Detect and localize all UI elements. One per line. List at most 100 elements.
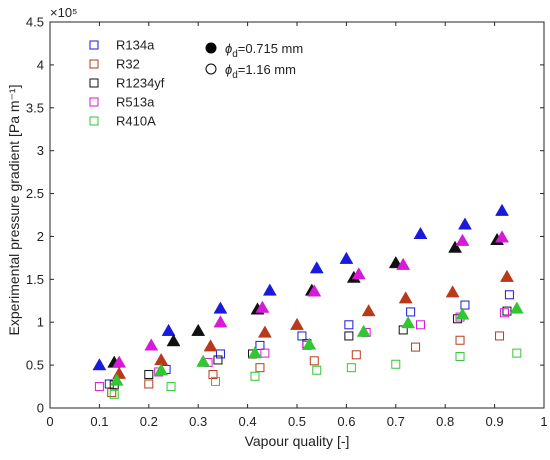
open-square-point xyxy=(391,359,401,369)
filled-triangle-point xyxy=(262,283,277,296)
open-square-point xyxy=(502,306,512,316)
filled-triangle-point xyxy=(290,317,304,330)
filled-triangle-point xyxy=(401,316,416,329)
filled-triangle-point xyxy=(396,257,411,270)
open-square-point xyxy=(411,342,421,352)
phi-symbol: ϕ xyxy=(225,41,232,56)
x-tick-label: 0.4 xyxy=(239,414,257,429)
open-square-point xyxy=(346,363,356,373)
x-tick-label: 0.7 xyxy=(387,414,405,429)
series-r32 xyxy=(107,269,514,398)
filled-triangle-point xyxy=(196,354,211,367)
marker-legend-label: ϕd=0.715 mm xyxy=(225,41,303,60)
filled-triangle-point xyxy=(351,267,366,280)
y-tick-label: 0.5 xyxy=(26,358,44,373)
open-square-point xyxy=(94,382,104,392)
x-axis: 0 0.1 0.2 0.3 0.4 0.5 0.6 0.7 0.8 0.9 1 xyxy=(46,22,548,429)
filled-triangle-point xyxy=(339,251,354,264)
y-axis-title: Experimental pressure gradient [Pa m⁻¹] xyxy=(6,85,22,336)
filled-triangle-point xyxy=(500,269,514,282)
series-r513a xyxy=(94,230,509,392)
filled-triangle-point xyxy=(302,337,317,350)
open-square-point xyxy=(213,355,223,365)
open-square-point xyxy=(512,348,522,358)
filled-triangle-point xyxy=(109,373,124,386)
legend-marker-r513a xyxy=(89,97,99,107)
y-axis: 0 0.5 1 1.5 2 2.5 3 3.5 4 4.5 xyxy=(26,15,544,416)
open-square-point xyxy=(250,371,260,381)
open-square-point xyxy=(144,379,154,389)
y-tick-label: 4.5 xyxy=(26,15,44,30)
open-square-point xyxy=(312,365,322,375)
y-tick-label: 0 xyxy=(37,401,44,416)
filled-triangle-point xyxy=(248,346,262,359)
y-tick-label: 1 xyxy=(37,315,44,330)
x-tick-label: 0.6 xyxy=(337,414,355,429)
open-square-point xyxy=(504,290,514,300)
filled-triangle-point xyxy=(361,304,376,317)
phi-symbol: ϕ xyxy=(225,62,232,77)
series-legend: R134a R32 R1234yf R513a R410A xyxy=(89,38,165,129)
filled-triangle-point xyxy=(495,203,509,216)
open-square-point xyxy=(255,363,265,373)
marker-legend: ϕd=0.715 mm ϕd=1.16 mm xyxy=(205,41,303,81)
filled-triangle-point xyxy=(356,324,371,337)
filled-triangle-point xyxy=(203,339,218,352)
series-r410a xyxy=(109,301,524,399)
legend-marker-r1234yf xyxy=(89,78,99,88)
x-tick-label: 0.1 xyxy=(90,414,108,429)
x-tick-label: 0.9 xyxy=(486,414,504,429)
open-square-point xyxy=(495,331,505,341)
filled-triangle-point xyxy=(495,230,509,243)
filled-triangle-point xyxy=(161,323,176,336)
open-square-point xyxy=(344,331,354,341)
open-square-point xyxy=(416,320,425,330)
filled-triangle-point xyxy=(257,325,272,338)
x-tick-label: 0.8 xyxy=(436,414,454,429)
open-square-point xyxy=(344,320,354,330)
open-square-point xyxy=(309,356,319,366)
x-tick-label: 0 xyxy=(46,414,53,429)
legend-label-r1234yf: R1234yf xyxy=(116,76,165,91)
open-square-point xyxy=(210,376,220,386)
y-axis-multiplier: ×10⁵ xyxy=(50,5,77,20)
open-square-point xyxy=(455,335,465,345)
open-square-point xyxy=(406,307,416,317)
open-square-point xyxy=(455,352,465,362)
y-tick-label: 4 xyxy=(37,57,44,72)
open-circle-key xyxy=(205,63,217,75)
y-tick-label: 3 xyxy=(37,143,44,158)
legend-label-r410a: R410A xyxy=(116,114,156,129)
filled-triangle-point xyxy=(307,284,322,297)
data-markers xyxy=(92,203,524,399)
x-tick-label: 0.3 xyxy=(189,414,207,429)
filled-triangle-point xyxy=(448,240,463,253)
filled-triangle-point xyxy=(413,226,428,239)
marker-legend-label: ϕd=1.16 mm xyxy=(225,62,296,81)
filled-triangle-point xyxy=(144,338,159,351)
open-square-point xyxy=(215,349,225,359)
open-square-point xyxy=(460,300,470,310)
x-tick-label: 1 xyxy=(540,414,547,429)
filled-triangle-point xyxy=(92,358,107,371)
x-tick-label: 0.5 xyxy=(288,414,306,429)
filled-triangle-point xyxy=(166,334,181,347)
filled-triangle-point xyxy=(213,301,228,314)
y-tick-label: 3.5 xyxy=(26,100,44,115)
filled-triangle-point xyxy=(213,315,228,328)
filled-triangle-point xyxy=(191,323,206,336)
legend-label-r513a: R513a xyxy=(116,95,155,110)
y-tick-label: 2 xyxy=(37,229,44,244)
filled-triangle-point xyxy=(112,355,127,368)
diameter-value: =0.715 mm xyxy=(238,41,303,56)
legend-marker-r32 xyxy=(89,59,99,69)
open-square-point xyxy=(499,308,509,318)
open-square-point xyxy=(351,350,361,360)
legend-label-r134a: R134a xyxy=(116,38,155,53)
filled-triangle-point xyxy=(154,363,169,376)
open-square-point xyxy=(297,331,307,341)
filled-triangle-point xyxy=(398,291,413,304)
filled-triangle-point xyxy=(455,307,470,320)
